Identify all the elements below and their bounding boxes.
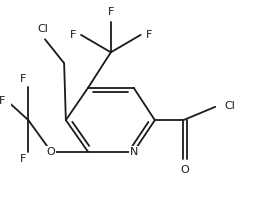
Text: Cl: Cl [37,24,48,34]
Text: Cl: Cl [224,101,235,111]
Text: F: F [70,30,76,40]
Text: F: F [108,7,114,17]
Text: O: O [47,147,56,157]
Text: N: N [129,147,138,157]
Text: O: O [180,165,189,175]
Text: F: F [20,154,26,164]
Text: F: F [20,74,26,84]
Text: F: F [146,30,152,40]
Text: F: F [0,96,5,106]
